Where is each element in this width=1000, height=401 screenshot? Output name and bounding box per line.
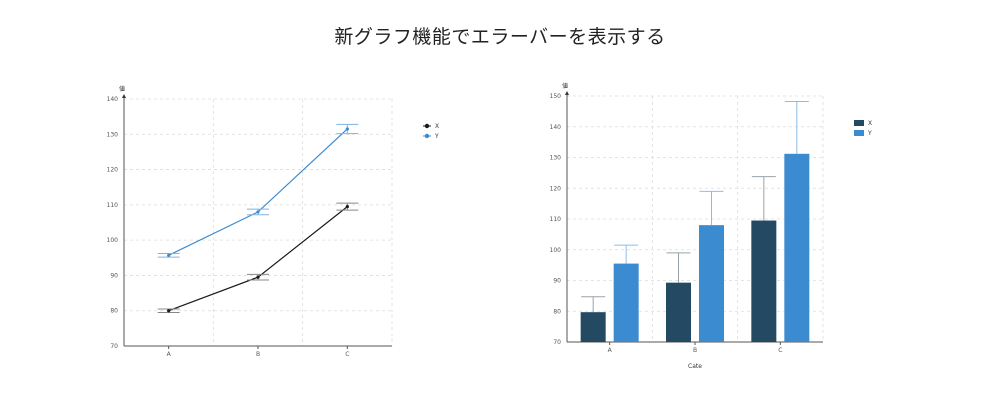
y-tick-label: 90 bbox=[110, 272, 118, 279]
legend-label: X bbox=[435, 123, 439, 130]
x-tick-label: A bbox=[608, 347, 613, 354]
legend-swatch bbox=[424, 123, 430, 129]
x-tick-label: A bbox=[167, 351, 172, 358]
series-X bbox=[580, 176, 777, 342]
bar bbox=[666, 282, 691, 342]
y-tick-label: 100 bbox=[550, 247, 562, 254]
series-Y bbox=[157, 123, 359, 258]
bar bbox=[751, 220, 777, 342]
x-tick-label: B bbox=[256, 351, 260, 358]
legend-swatch bbox=[854, 130, 864, 136]
legend-swatch bbox=[854, 120, 864, 126]
y-tick-label: 80 bbox=[553, 308, 561, 315]
bar bbox=[613, 263, 639, 342]
y-tick-label: 130 bbox=[550, 155, 562, 162]
y-tick-label: 150 bbox=[550, 93, 562, 100]
y-tick-label: 120 bbox=[107, 167, 119, 174]
x-axis-label: Cate bbox=[688, 363, 702, 370]
y-tick-label: 70 bbox=[110, 343, 118, 350]
bar bbox=[784, 153, 810, 342]
y-tick-label: 130 bbox=[107, 131, 119, 138]
series-Y bbox=[613, 101, 810, 342]
legend-swatch bbox=[424, 133, 430, 139]
data-point bbox=[167, 253, 171, 257]
y-tick-label: 110 bbox=[107, 202, 119, 209]
y-tick-label: 70 bbox=[553, 339, 561, 346]
y-axis-label: 値 bbox=[119, 85, 125, 93]
y-axis-arrow bbox=[565, 91, 569, 95]
x-tick-label: C bbox=[778, 347, 782, 354]
y-axis-label: 値 bbox=[562, 82, 568, 90]
data-point bbox=[345, 205, 349, 209]
y-tick-label: 140 bbox=[550, 124, 562, 131]
legend-label: X bbox=[868, 120, 872, 127]
legend-label: Y bbox=[434, 133, 439, 140]
y-tick-label: 100 bbox=[107, 237, 119, 244]
y-tick-label: 120 bbox=[550, 185, 562, 192]
legend-label: Y bbox=[867, 130, 872, 137]
data-point bbox=[167, 309, 171, 313]
chart-2: 70 80 90 100 110 120 130 140 150 A B C 値 Cate XY bbox=[550, 82, 873, 370]
series-line bbox=[168, 206, 348, 312]
y-tick-label: 110 bbox=[550, 216, 562, 223]
y-axis-arrow bbox=[122, 94, 126, 98]
y-tick-label: 80 bbox=[110, 308, 118, 315]
y-tick-label: 90 bbox=[553, 278, 561, 285]
bar bbox=[699, 225, 724, 342]
chart-1: 70 80 90 100 110 120 130 140 A B C 値 XY bbox=[107, 85, 440, 358]
y-tick-label: 140 bbox=[107, 96, 119, 103]
series-line bbox=[168, 128, 348, 256]
bar bbox=[580, 312, 606, 342]
data-point bbox=[345, 127, 349, 131]
data-point bbox=[256, 210, 260, 214]
data-point bbox=[256, 275, 260, 279]
series-X bbox=[157, 202, 359, 313]
page-title: 新グラフ機能でエラーバーを表示する bbox=[334, 26, 666, 48]
x-tick-label: C bbox=[345, 351, 349, 358]
x-tick-label: B bbox=[693, 347, 697, 354]
